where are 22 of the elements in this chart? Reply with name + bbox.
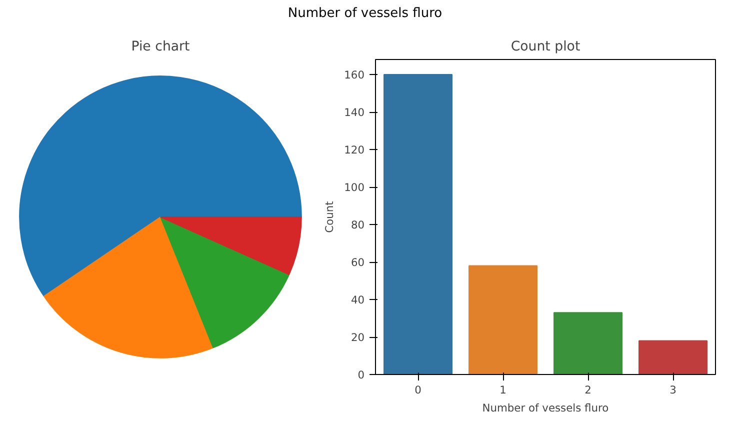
text: Number of vessels fluro bbox=[288, 5, 442, 23]
y-tick-label: 100 bbox=[344, 181, 365, 194]
y-tick-label: 20 bbox=[350, 331, 365, 344]
y-tick-label: 120 bbox=[344, 144, 365, 156]
x-tick-label: 1 bbox=[500, 384, 506, 396]
bar bbox=[468, 265, 538, 374]
chart-title: Count plot bbox=[510, 40, 580, 54]
y-axis-title: Count bbox=[323, 201, 336, 233]
chart-title: Pie chart bbox=[131, 40, 190, 54]
x-tick-label: 0 bbox=[414, 384, 422, 396]
y-tick-label: 40 bbox=[350, 294, 365, 306]
bar bbox=[384, 74, 452, 374]
x-tick-label: 2 bbox=[584, 384, 592, 396]
bar bbox=[638, 340, 708, 374]
y-tick-label: 80 bbox=[350, 218, 365, 232]
y-tick-label: 140 bbox=[344, 106, 365, 119]
bar bbox=[554, 312, 622, 374]
y-tick-label: 0 bbox=[358, 368, 365, 382]
x-tick-label: 3 bbox=[670, 384, 676, 396]
y-tick-label: 160 bbox=[344, 68, 365, 82]
y-tick-label: 60 bbox=[350, 256, 365, 269]
x-axis-title: Number of vessels fluro bbox=[482, 402, 609, 414]
